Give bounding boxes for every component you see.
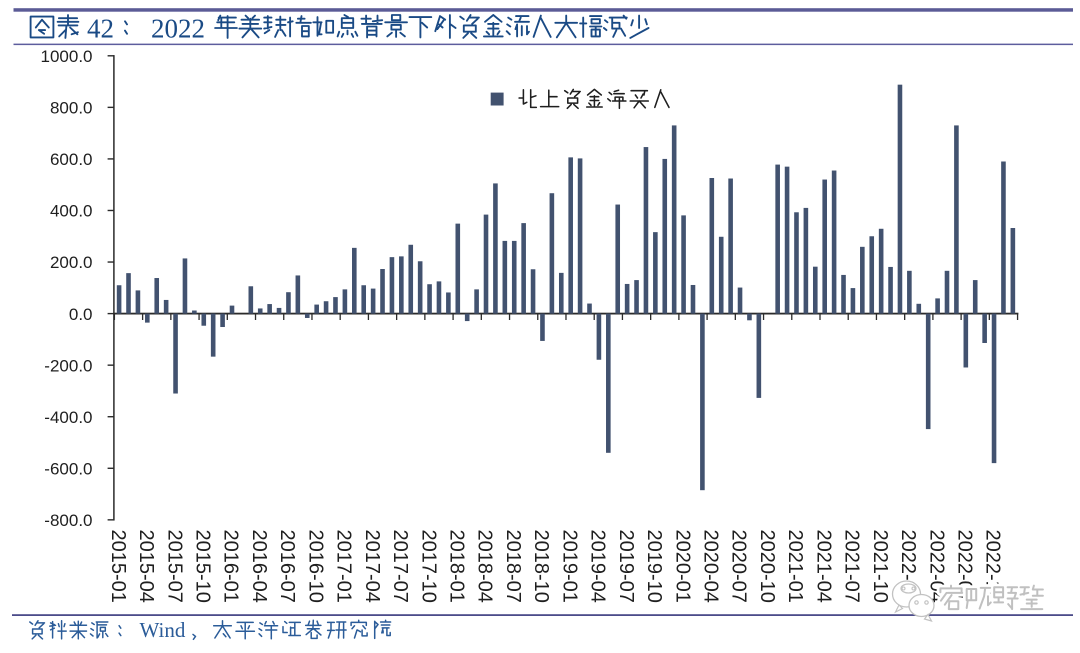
svg-text:2017-04: 2017-04 xyxy=(361,530,383,603)
svg-text:2016-04: 2016-04 xyxy=(248,530,270,603)
svg-text:2021-04: 2021-04 xyxy=(812,530,834,603)
svg-text:2019-07: 2019-07 xyxy=(615,530,637,603)
svg-text:2020-07: 2020-07 xyxy=(728,530,750,603)
svg-text:2015-04: 2015-04 xyxy=(135,530,157,603)
svg-text:2018-04: 2018-04 xyxy=(474,530,496,603)
svg-text:2021-01: 2021-01 xyxy=(784,530,806,603)
svg-text:2015-01: 2015-01 xyxy=(107,530,129,603)
svg-text:2017-01: 2017-01 xyxy=(333,530,355,603)
svg-text:2019-01: 2019-01 xyxy=(558,530,580,603)
svg-text:0.0: 0.0 xyxy=(69,305,93,324)
svg-text:2017-07: 2017-07 xyxy=(389,530,411,603)
svg-text:Wind: Wind xyxy=(140,618,186,642)
svg-text:800.0: 800.0 xyxy=(50,99,93,118)
svg-text:2021-10: 2021-10 xyxy=(869,530,891,603)
svg-text:1000.0: 1000.0 xyxy=(41,47,93,66)
svg-text:2022: 2022 xyxy=(151,14,205,44)
svg-text:2018-10: 2018-10 xyxy=(530,530,552,603)
svg-text:2022-07: 2022-07 xyxy=(954,530,976,603)
svg-text:2016-07: 2016-07 xyxy=(276,530,298,603)
svg-text:2016-10: 2016-10 xyxy=(304,530,326,603)
svg-text:400.0: 400.0 xyxy=(50,202,93,221)
svg-text:42: 42 xyxy=(87,14,114,44)
svg-text:2015-07: 2015-07 xyxy=(163,530,185,603)
svg-text:600.0: 600.0 xyxy=(50,150,93,169)
svg-text:2019-10: 2019-10 xyxy=(643,530,665,603)
svg-text:2018-07: 2018-07 xyxy=(502,530,524,603)
svg-text:2019-04: 2019-04 xyxy=(587,530,609,603)
svg-text:2022-04: 2022-04 xyxy=(925,530,947,603)
svg-text:2020-04: 2020-04 xyxy=(700,530,722,603)
svg-text:2017-10: 2017-10 xyxy=(417,530,439,603)
svg-text:2020-10: 2020-10 xyxy=(756,530,778,603)
svg-text:2021-07: 2021-07 xyxy=(841,530,863,603)
svg-text:-800.0: -800.0 xyxy=(44,511,92,530)
svg-text:-200.0: -200.0 xyxy=(44,356,92,375)
svg-text:200.0: 200.0 xyxy=(50,253,93,272)
svg-text:-600.0: -600.0 xyxy=(44,459,92,478)
svg-text:2016-01: 2016-01 xyxy=(220,530,242,603)
svg-text:2015-10: 2015-10 xyxy=(191,530,213,603)
svg-text:2018-01: 2018-01 xyxy=(445,530,467,603)
svg-text:2020-01: 2020-01 xyxy=(671,530,693,603)
svg-text:-400.0: -400.0 xyxy=(44,408,92,427)
